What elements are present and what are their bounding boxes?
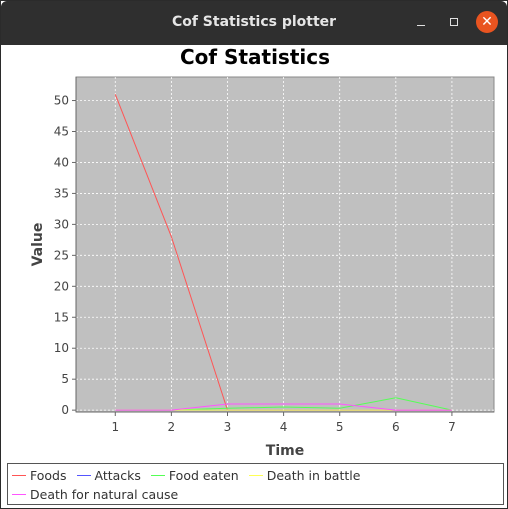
minimize-icon (417, 25, 425, 26)
legend: Foods Attacks Food eaten Death in battle De… (7, 463, 504, 505)
legend-item: Death for natural cause (12, 487, 178, 502)
legend-row: Death for natural cause (12, 485, 188, 503)
maximize-button[interactable] (443, 11, 465, 33)
x-tick-label: 5 (336, 420, 344, 434)
window-title: Cof Statistics plotter (171, 14, 337, 30)
legend-row: Foods Attacks Food eaten Death in battle (12, 466, 370, 484)
series-lines (114, 94, 453, 411)
y-tick-label: 15 (54, 310, 69, 324)
y-tick-label: 0 (61, 403, 69, 417)
y-tick-label: 20 (54, 279, 69, 293)
legend-swatch (76, 474, 91, 476)
x-tick-label: 1 (111, 420, 119, 434)
legend-item: Death in battle (248, 467, 361, 483)
legend-label: Food eaten (168, 467, 239, 483)
legend-swatch (248, 474, 263, 476)
y-tick-label: 10 (54, 341, 69, 355)
legend-label: Foods (30, 467, 67, 483)
x-tick-label: 4 (280, 420, 288, 434)
y-tick-label: 35 (54, 186, 69, 200)
grid-lines (76, 77, 494, 412)
maximize-icon (450, 18, 458, 26)
y-tick-label: 30 (54, 217, 69, 231)
x-tick-label: 7 (448, 420, 456, 434)
y-tick-label: 5 (61, 372, 69, 386)
legend-item: Foods (12, 468, 67, 483)
y-tick-label: 50 (54, 94, 69, 108)
y-tick-label: 45 (54, 124, 69, 138)
close-button[interactable]: ✕ (476, 11, 498, 33)
legend-label: Attacks (94, 467, 141, 483)
legend-item: Food eaten (150, 467, 239, 483)
minimize-button[interactable] (410, 11, 432, 33)
y-axis-label: Value (30, 223, 46, 267)
legend-swatch (12, 474, 26, 476)
x-tick-label: 3 (224, 420, 232, 434)
y-tick-label: 40 (54, 155, 69, 169)
x-tick-label: 6 (392, 420, 400, 434)
legend-label: Death in battle (266, 467, 361, 483)
legend-label: Death for natural cause (30, 486, 179, 502)
legend-swatch (12, 493, 26, 495)
chart-title: Cof Statistics (179, 45, 331, 69)
legend-swatch (150, 474, 165, 476)
plot-area (75, 76, 495, 413)
close-icon: ✕ (481, 14, 493, 30)
x-axis-label: Time (266, 443, 304, 459)
series-line-death-for-natural-cause (115, 403, 452, 411)
x-tick-label: 2 (168, 420, 176, 434)
title-bar[interactable]: Cof Statistics plotter ✕ (1, 1, 507, 45)
y-tick-label: 25 (54, 248, 69, 262)
legend-item: Attacks (76, 467, 141, 483)
